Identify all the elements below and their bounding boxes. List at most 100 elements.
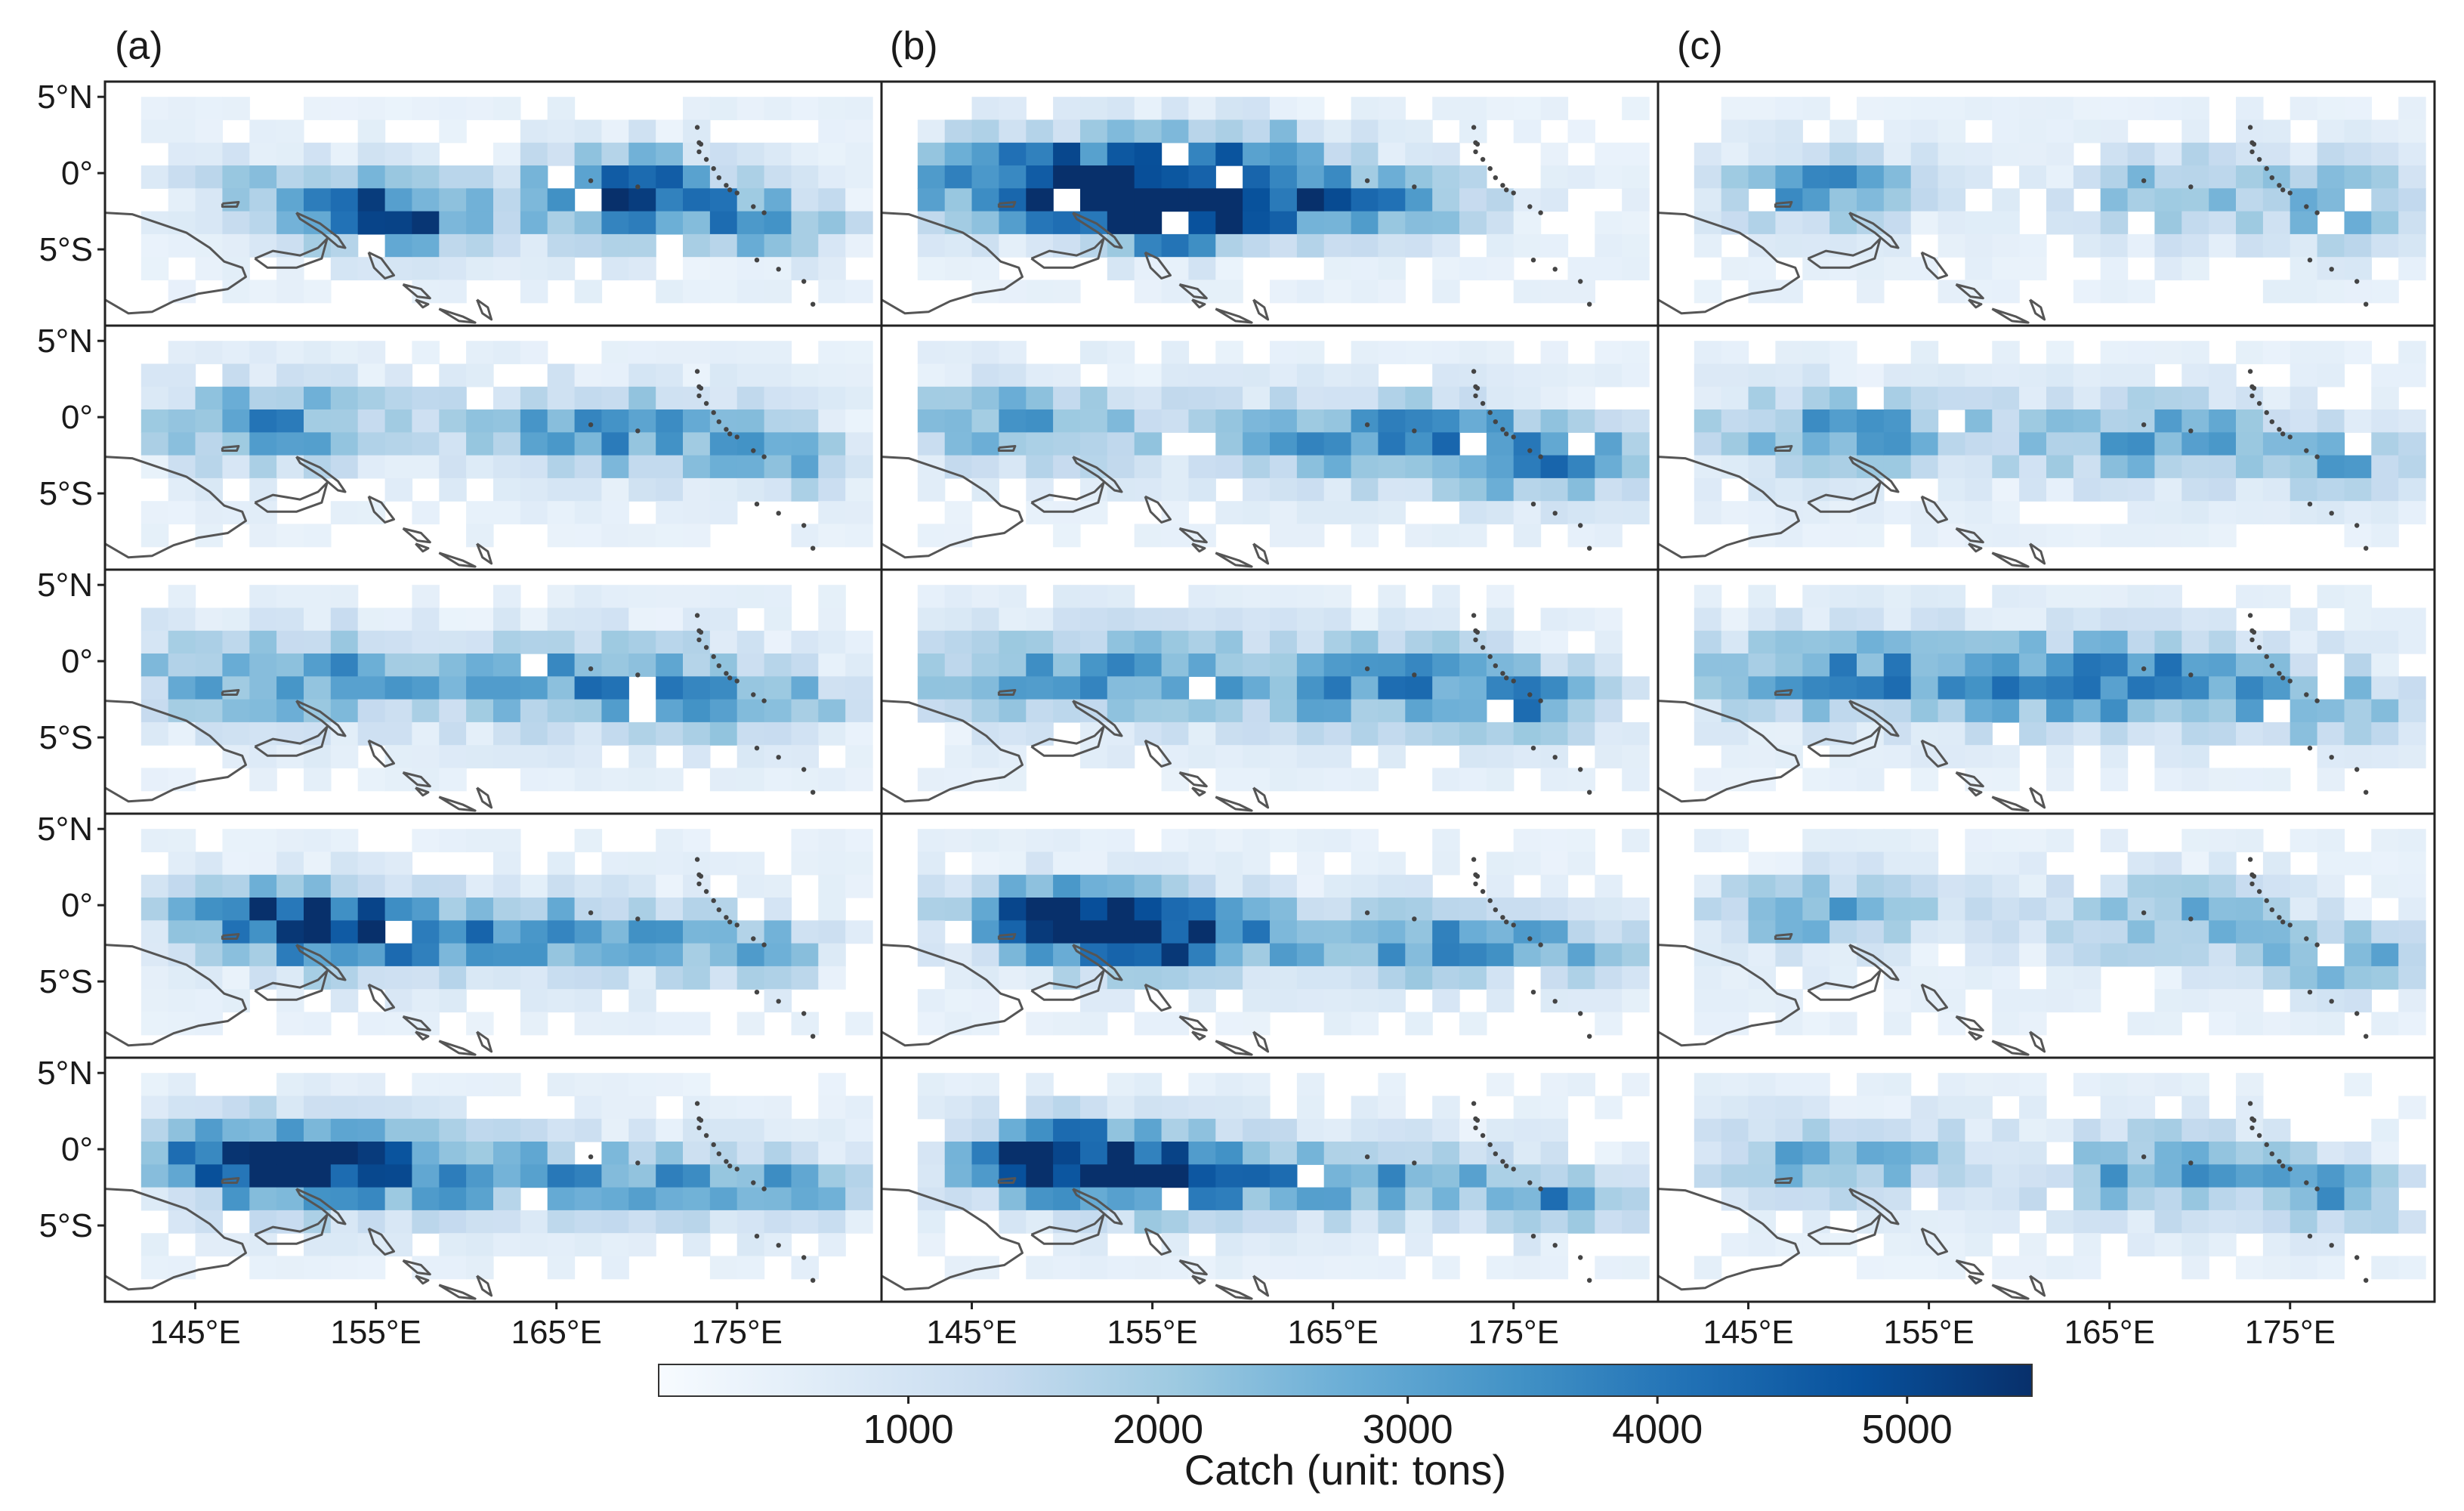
catch-cell (439, 943, 467, 967)
catch-cell (1694, 341, 1722, 365)
catch-cell (1432, 585, 1460, 609)
catch-cell (195, 211, 223, 235)
catch-cell (1540, 1256, 1569, 1280)
catch-cell (683, 188, 711, 212)
catch-cell (547, 989, 576, 1013)
catch-cell (412, 699, 440, 723)
catch-cell (1721, 874, 1749, 898)
catch-cell (2398, 874, 2426, 898)
catch-cell (1965, 386, 1993, 410)
catch-cell (1567, 943, 1595, 967)
catch-cell (1134, 1095, 1163, 1120)
catch-cell (520, 1012, 548, 1036)
catch-cell (917, 768, 946, 792)
catch-cell (999, 341, 1027, 365)
catch-cell (601, 699, 629, 723)
catch-cell (547, 477, 576, 502)
coastline-island (1991, 552, 2030, 568)
catch-cell (1270, 1142, 1298, 1165)
catch-cell (2317, 455, 2345, 479)
islet (1480, 1132, 1486, 1139)
catch-cell (971, 455, 999, 479)
catch-cell (791, 745, 819, 769)
catch-cell (520, 898, 548, 921)
catch-cell (330, 257, 359, 281)
catch-cell (2100, 654, 2129, 677)
catch-cell (1215, 97, 1243, 121)
catch-cell (2127, 341, 2156, 365)
catch-cell (547, 97, 576, 121)
catch-cell (1622, 432, 1650, 456)
catch-cell (1883, 1233, 1912, 1257)
catch-cell (1432, 1256, 1460, 1280)
catch-cell (439, 920, 467, 944)
catch-cell (1748, 501, 1776, 525)
catch-cell (1910, 211, 1939, 235)
catch-cell (1351, 1187, 1379, 1211)
catch-cell (1486, 1118, 1515, 1142)
islet (761, 210, 767, 215)
catch-cell (2100, 607, 2129, 632)
islet (754, 990, 760, 995)
catch-cell (2236, 455, 2264, 479)
catch-cell (249, 165, 277, 189)
catch-cell (574, 768, 603, 792)
catch-cell (1775, 211, 1803, 235)
catch-cell (466, 1187, 494, 1211)
catch-cell (1694, 898, 1722, 921)
coastline-island (1955, 527, 1984, 544)
catch-cell (466, 524, 494, 548)
catch-cell (1910, 341, 1939, 365)
catch-cell (547, 386, 576, 410)
catch-cell (1567, 722, 1595, 746)
catch-cell (2154, 1210, 2182, 1234)
catch-cell (2019, 585, 2047, 609)
catch-cell (628, 142, 656, 166)
catch-cell (520, 280, 548, 304)
catch-cell (384, 1187, 413, 1211)
catch-cell (1188, 722, 1216, 746)
catch-cell (2127, 233, 2156, 258)
catch-cell (1053, 874, 1081, 898)
catch-cell (1486, 874, 1515, 898)
catch-cell (1802, 874, 1830, 898)
catch-cell (1080, 585, 1108, 609)
catch-cell (466, 455, 494, 479)
catch-cell (2209, 676, 2237, 700)
catch-cell (1026, 211, 1054, 235)
x-tick-label: 145°E (150, 1314, 240, 1351)
catch-cell (601, 211, 629, 235)
catch-cell (2344, 341, 2372, 365)
catch-cell (2181, 874, 2209, 898)
islet (2141, 1154, 2147, 1160)
catch-cell (2344, 630, 2372, 654)
catch-cell (1296, 477, 1325, 502)
catch-cell (764, 966, 792, 990)
catch-cell (1243, 409, 1271, 433)
catch-cell (2154, 966, 2182, 990)
catch-cell (1378, 1256, 1406, 1280)
catch-cell (917, 233, 946, 258)
catch-cell (791, 97, 819, 121)
catch-cell (1721, 188, 1749, 212)
islet (716, 1151, 721, 1157)
catch-cell (2073, 211, 2101, 235)
islet (2304, 204, 2309, 209)
catch-cell (547, 1210, 576, 1234)
catch-cell (1694, 409, 1722, 433)
catch-cell (2317, 898, 2345, 921)
catch-cell (2317, 874, 2345, 898)
islet (694, 369, 700, 374)
catch-cell (1748, 1118, 1776, 1142)
catch-cell (1134, 898, 1163, 921)
catch-cell (2127, 409, 2156, 433)
catch-cell (547, 1256, 576, 1280)
coastline-new-guinea (1658, 212, 1800, 315)
catch-cell (2046, 943, 2074, 967)
catch-cell (1567, 280, 1595, 304)
catch-cell (2290, 363, 2318, 388)
catch-cell (1270, 455, 1298, 479)
catch-cell (764, 722, 792, 746)
catch-cell (412, 257, 440, 281)
catch-cell (1965, 211, 1993, 235)
